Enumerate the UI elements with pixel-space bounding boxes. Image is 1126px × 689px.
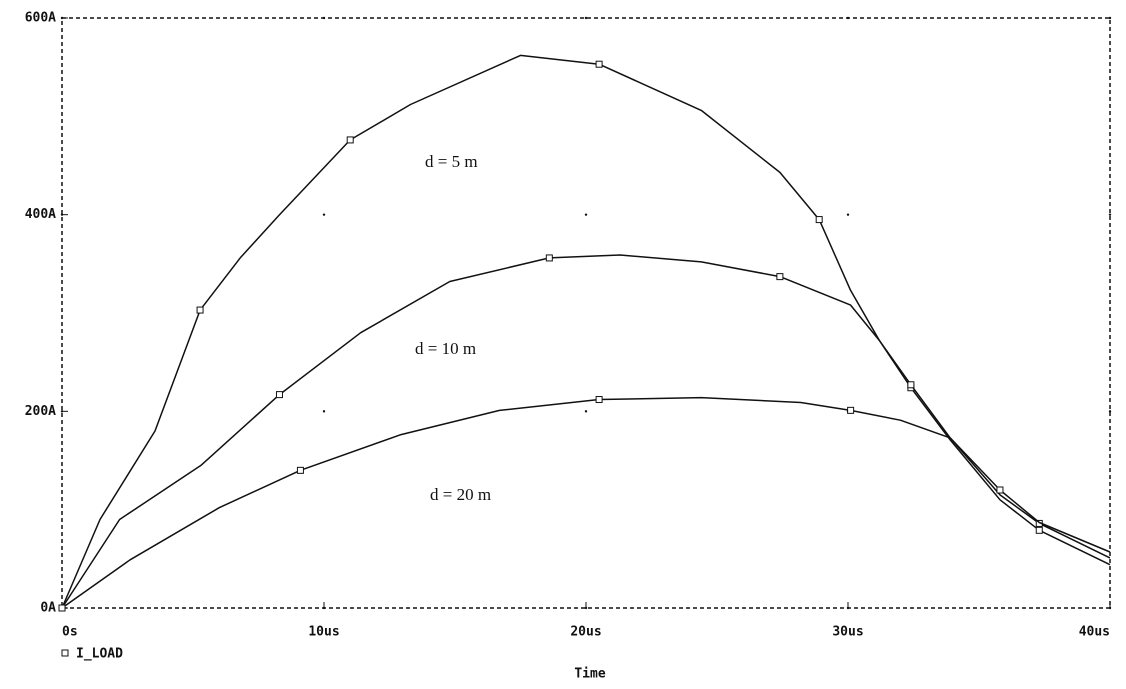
x-tick-label: 10us: [308, 625, 339, 640]
grid-dot: [60, 16, 64, 20]
y-tick-label: 600A: [25, 11, 56, 26]
grid-dot: [322, 16, 326, 20]
point-marker: [296, 466, 304, 474]
grid-dot: [584, 410, 588, 413]
point-marker: [545, 254, 553, 262]
series-label: d = 5 m: [425, 152, 478, 171]
series-line: [61, 254, 1111, 609]
grid-dot: [584, 16, 588, 20]
grid-dot: [846, 16, 850, 20]
grid-dot: [60, 410, 64, 413]
grid-dot: [1108, 213, 1112, 216]
x-tick-label: 40us: [1079, 625, 1110, 640]
grid-dot: [1108, 16, 1112, 20]
point-marker: [595, 60, 603, 68]
y-tick-label: 400A: [25, 207, 56, 222]
point-marker: [595, 396, 603, 404]
grid-dot: [1108, 410, 1112, 413]
legend-marker: [61, 649, 69, 657]
y-tick-label: 200A: [25, 404, 56, 419]
grid-dot: [60, 213, 64, 216]
grid-dot: [322, 213, 326, 216]
point-marker: [815, 216, 823, 224]
point-marker: [996, 486, 1004, 494]
point-marker: [346, 136, 354, 144]
point-marker: [907, 381, 915, 389]
legend-label: I_LOAD: [76, 647, 123, 662]
series-line: [61, 396, 1111, 609]
grid-dot: [846, 213, 850, 216]
series-label: d = 20 m: [430, 485, 491, 504]
x-tick-label: 20us: [570, 625, 601, 640]
point-marker: [196, 306, 204, 314]
point-marker: [776, 273, 784, 281]
point-marker: [1035, 526, 1043, 534]
series-line: [61, 54, 1111, 609]
x-tick-label: 30us: [832, 625, 863, 640]
grid-dot: [322, 410, 326, 413]
plot-border: [61, 17, 1111, 609]
y-tick-label: 0A: [40, 601, 56, 616]
series-label: d = 10 m: [415, 339, 476, 358]
grid-dot: [584, 213, 588, 216]
x-tick-label: 0s: [62, 625, 78, 640]
point-marker: [58, 604, 66, 612]
point-marker: [275, 391, 283, 399]
x-axis-label: Time: [574, 667, 605, 682]
point-marker: [847, 406, 855, 414]
